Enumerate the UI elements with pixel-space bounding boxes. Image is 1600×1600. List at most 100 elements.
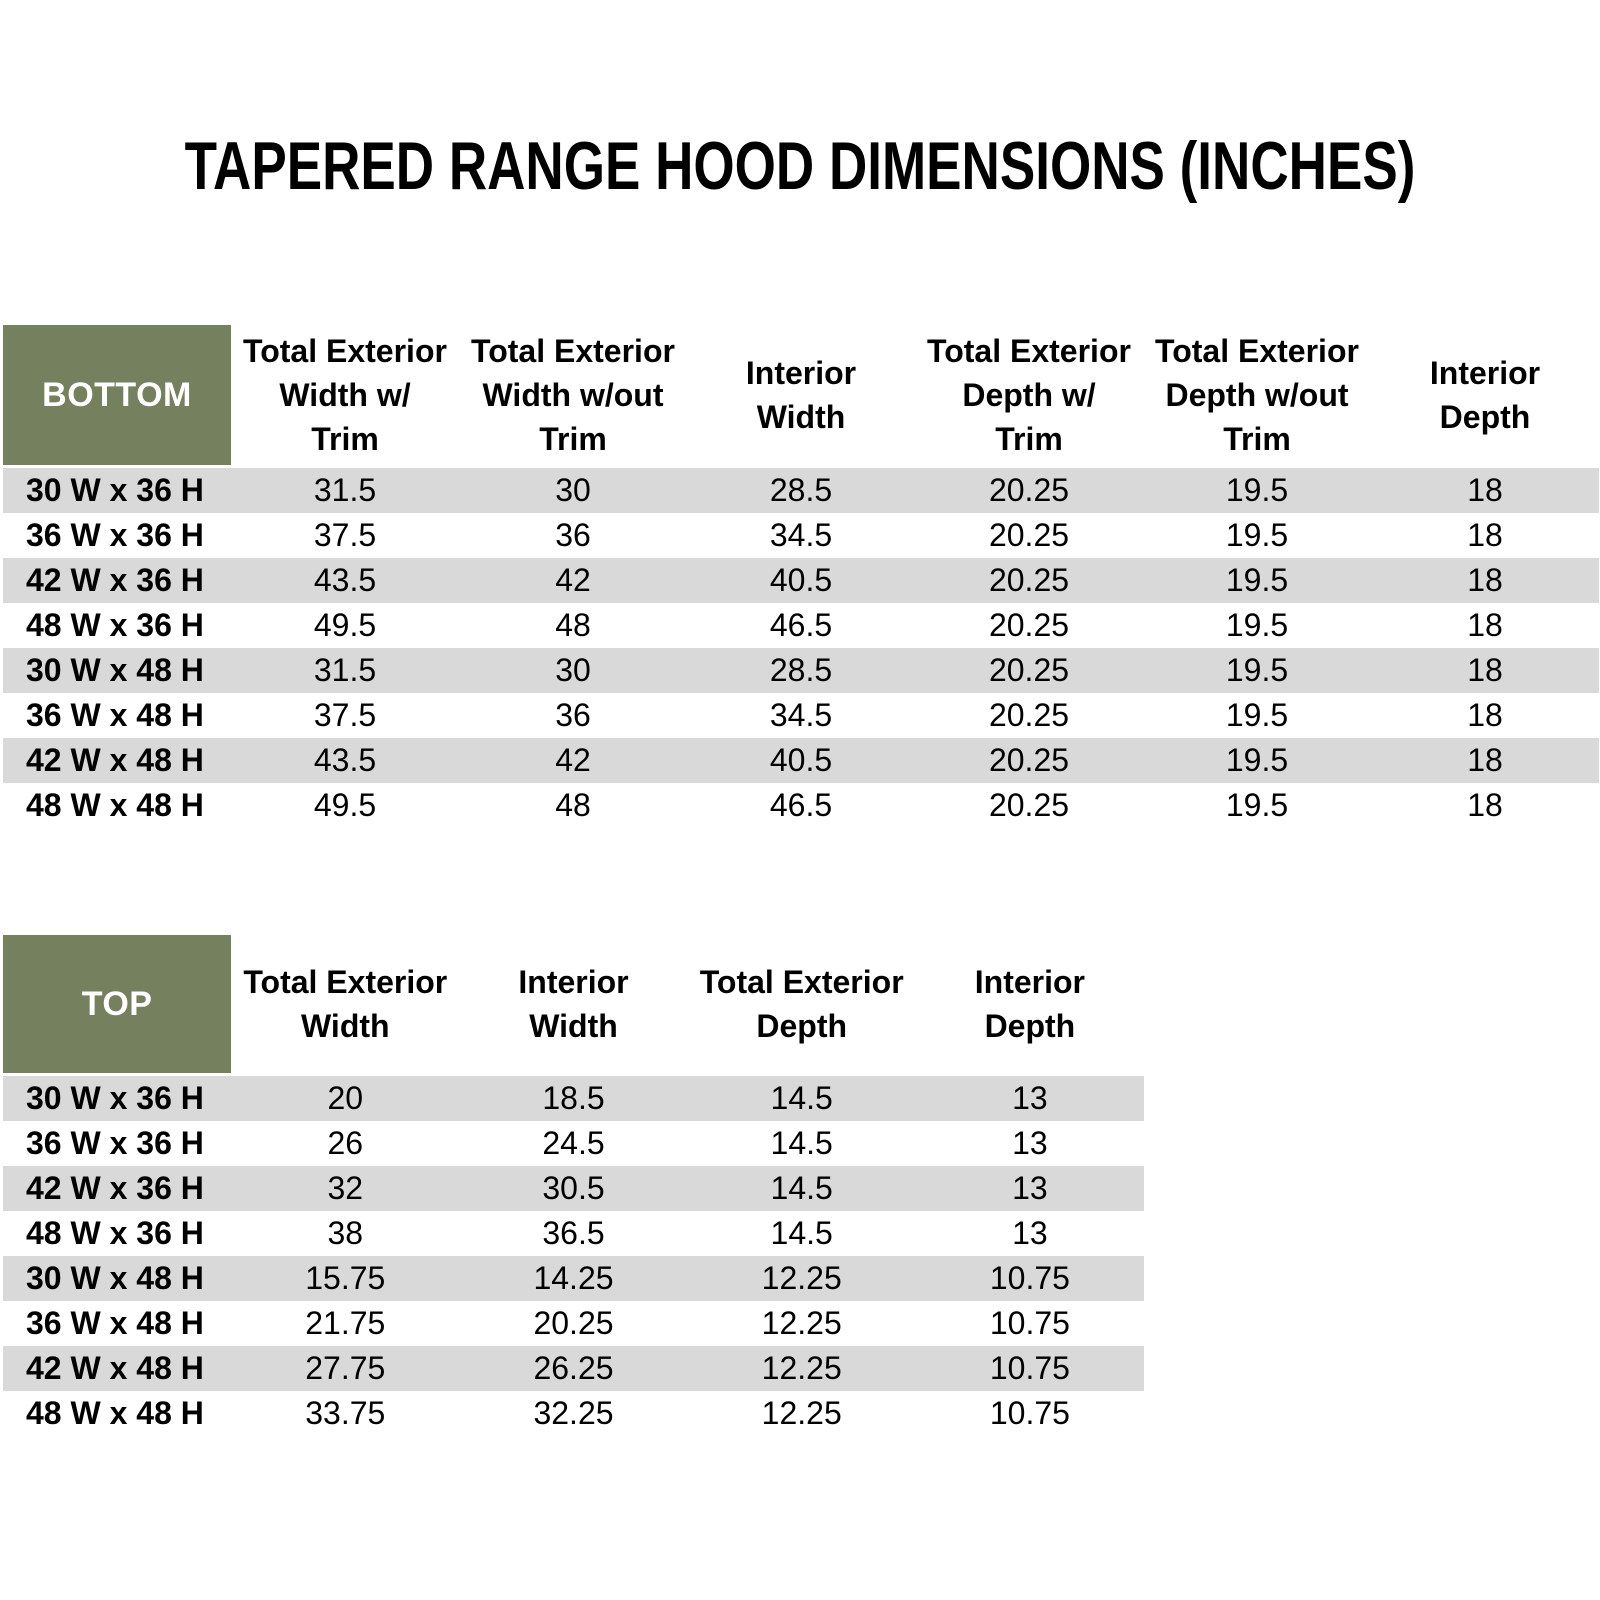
table-row: 30 W x 36 H 20 18.5 14.5 13 [3,1076,1144,1121]
cell-value: 31.5 [313,652,377,688]
cell-value: 38 [327,1215,364,1251]
cell-value: 42 [555,742,591,778]
row-label: 36 W x 36 H [26,1125,204,1161]
cell-value: 10.75 [989,1305,1070,1341]
cell-value: 28.5 [769,652,833,688]
table-row: 36 W x 36 H 37.5 36 34.5 20.25 19.5 18 [3,513,1599,558]
top-table-corner-cell: TOP [3,935,232,1073]
cell-value: 20.25 [988,787,1070,823]
cell-value: 30.5 [542,1170,605,1206]
cell-value: 19.5 [1225,517,1289,553]
cell-value: 46.5 [769,607,833,643]
cell-value: 19.5 [1225,652,1289,688]
cell-value: 20.25 [988,652,1070,688]
cell-value: 14.25 [533,1260,614,1296]
cell-value: 18 [1467,562,1503,598]
row-label: 48 W x 36 H [26,607,204,643]
cell-value: 18 [1467,787,1503,823]
table-row: 30 W x 48 H 31.5 30 28.5 20.25 19.5 18 [3,648,1599,693]
column-header-interior-width: Interior Width [745,355,857,435]
cell-value: 26 [327,1125,364,1161]
top-table-header-row: TOP Total Exterior Width Interior Width … [3,935,1144,1073]
cell-value: 10.75 [989,1395,1070,1431]
table-row: 48 W x 48 H 49.5 48 46.5 20.25 19.5 18 [3,783,1599,828]
cell-value: 20.25 [988,742,1070,778]
row-label: 48 W x 48 H [26,1395,204,1431]
cell-value: 20.25 [988,607,1070,643]
cell-value: 12.25 [761,1395,842,1431]
table-row: 48 W x 36 H 38 36.5 14.5 13 [3,1211,1144,1256]
bottom-table-corner-cell: BOTTOM [3,325,231,465]
cell-value: 19.5 [1225,607,1289,643]
cell-value: 40.5 [769,562,833,598]
page-title-text: TAPERED RANGE HOOD DIMENSIONS (INCHES) [184,128,1416,204]
table-row: 48 W x 48 H 33.75 32.25 12.25 10.75 [3,1391,1144,1436]
cell-value: 18 [1467,742,1503,778]
row-label: 42 W x 36 H [26,562,204,598]
cell-value: 10.75 [989,1260,1070,1296]
cell-value: 20.25 [988,562,1070,598]
cell-value: 48 [555,607,591,643]
cell-value: 36 [555,517,591,553]
bottom-table-header-row: BOTTOM Total Exterior Width w/ Trim Tota… [3,325,1599,465]
cell-value: 18 [1467,517,1503,553]
column-header-interior-width: Interior Width [518,964,629,1044]
cell-value: 19.5 [1225,697,1289,733]
cell-value: 19.5 [1225,472,1289,508]
cell-value: 13 [1012,1080,1048,1116]
cell-value: 30 [555,472,591,508]
column-header-total-exterior-width-wout-trim: Total Exterior Width w/out Trim [471,333,675,457]
column-header-interior-depth: Interior Depth [1429,355,1541,435]
row-label: 42 W x 48 H [26,742,204,778]
table-row: 30 W x 36 H 31.5 30 28.5 20.25 19.5 18 [3,468,1599,513]
column-header-interior-depth: Interior Depth [974,964,1085,1044]
cell-value: 24.5 [542,1125,605,1161]
table-row: 42 W x 36 H 43.5 42 40.5 20.25 19.5 18 [3,558,1599,603]
cell-value: 49.5 [313,787,377,823]
cell-value: 40.5 [769,742,833,778]
column-header-total-exterior-width: Total Exterior Width [243,964,448,1044]
cell-value: 12.25 [761,1305,842,1341]
cell-value: 14.5 [770,1125,833,1161]
cell-value: 32.25 [533,1395,614,1431]
cell-value: 15.75 [305,1260,386,1296]
cell-value: 20.25 [988,697,1070,733]
cell-value: 31.5 [313,472,377,508]
cell-value: 19.5 [1225,742,1289,778]
cell-value: 36.5 [542,1215,605,1251]
bottom-dimensions-table: BOTTOM Total Exterior Width w/ Trim Tota… [3,325,1599,828]
column-header-total-exterior-depth-w-trim: Total Exterior Depth w/ Trim [927,333,1131,457]
cell-value: 14.5 [770,1215,833,1251]
row-label: 30 W x 36 H [26,472,204,508]
cell-value: 27.75 [305,1350,386,1386]
row-label: 36 W x 48 H [26,697,204,733]
table-row: 36 W x 48 H 37.5 36 34.5 20.25 19.5 18 [3,693,1599,738]
cell-value: 14.5 [770,1170,833,1206]
row-label: 36 W x 48 H [26,1305,204,1341]
row-label: 48 W x 36 H [26,1215,204,1251]
cell-value: 19.5 [1225,787,1289,823]
cell-value: 13 [1012,1125,1048,1161]
table-row: 30 W x 48 H 15.75 14.25 12.25 10.75 [3,1256,1144,1301]
cell-value: 30 [555,652,591,688]
cell-value: 19.5 [1225,562,1289,598]
cell-value: 18 [1467,697,1503,733]
row-label: 30 W x 36 H [26,1080,204,1116]
row-label: 48 W x 48 H [26,787,204,823]
cell-value: 20 [327,1080,364,1116]
table-row: 36 W x 48 H 21.75 20.25 12.25 10.75 [3,1301,1144,1346]
cell-value: 34.5 [769,517,833,553]
cell-value: 18 [1467,472,1503,508]
cell-value: 28.5 [769,472,833,508]
cell-value: 43.5 [313,562,377,598]
cell-value: 12.25 [761,1260,842,1296]
cell-value: 48 [555,787,591,823]
cell-value: 14.5 [770,1080,833,1116]
cell-value: 13 [1012,1215,1048,1251]
cell-value: 43.5 [313,742,377,778]
page-title: TAPERED RANGE HOOD DIMENSIONS (INCHES) [0,126,1600,206]
cell-value: 18 [1467,652,1503,688]
cell-value: 46.5 [769,787,833,823]
table-row: 42 W x 48 H 27.75 26.25 12.25 10.75 [3,1346,1144,1391]
row-label: 42 W x 48 H [26,1350,204,1386]
